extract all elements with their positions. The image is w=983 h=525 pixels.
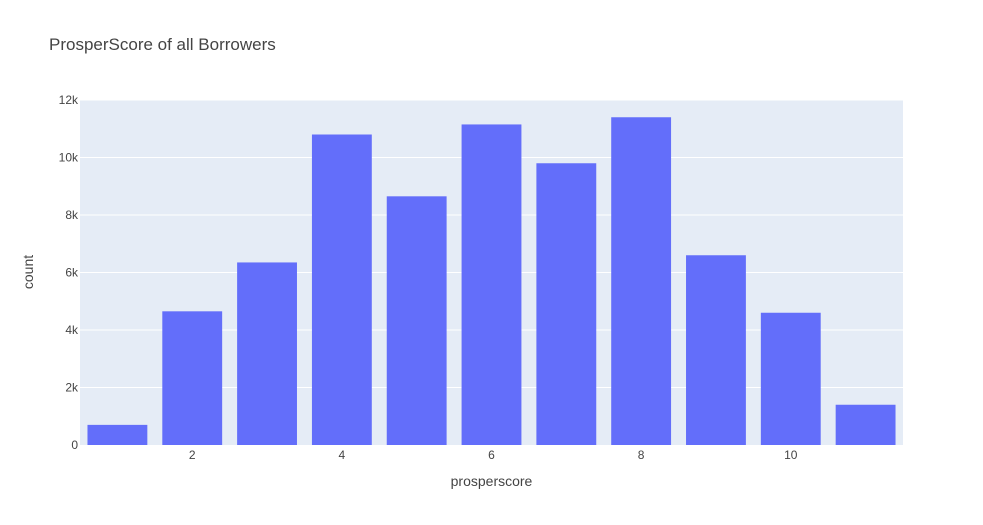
x-tick-label: 10 [784,448,798,462]
y-axis-ticks: 0 2k 4k 6k 8k 10k 12k [59,93,79,452]
bar-11[interactable] [835,404,896,445]
bar-2[interactable] [162,311,223,445]
y-tick-label: 4k [65,323,79,337]
bar-7[interactable] [536,163,597,445]
y-tick-label: 0 [71,438,78,452]
x-tick-label: 4 [339,448,346,462]
y-tick-label: 2k [65,381,79,395]
bar-9[interactable] [686,255,746,445]
bar-4[interactable] [311,134,372,446]
x-tick-label: 6 [488,448,495,462]
bar-5[interactable] [386,196,447,445]
bar-8[interactable] [611,117,672,445]
y-tick-label: 10k [59,151,79,165]
x-tick-label: 2 [189,448,196,462]
y-tick-label: 12k [59,93,79,107]
bar-1[interactable] [87,424,148,445]
x-tick-label: 8 [638,448,645,462]
y-axis-title: count [20,255,36,289]
y-tick-label: 6k [65,266,79,280]
bar-6[interactable] [461,124,522,445]
y-tick-label: 8k [65,208,79,222]
chart-title: ProsperScore of all Borrowers [49,35,276,54]
bar-3[interactable] [237,262,297,445]
x-axis-ticks: 2 4 6 8 10 [189,448,798,462]
bar-10[interactable] [760,312,821,445]
bars [87,117,896,446]
x-axis-title: prosperscore [451,473,533,489]
